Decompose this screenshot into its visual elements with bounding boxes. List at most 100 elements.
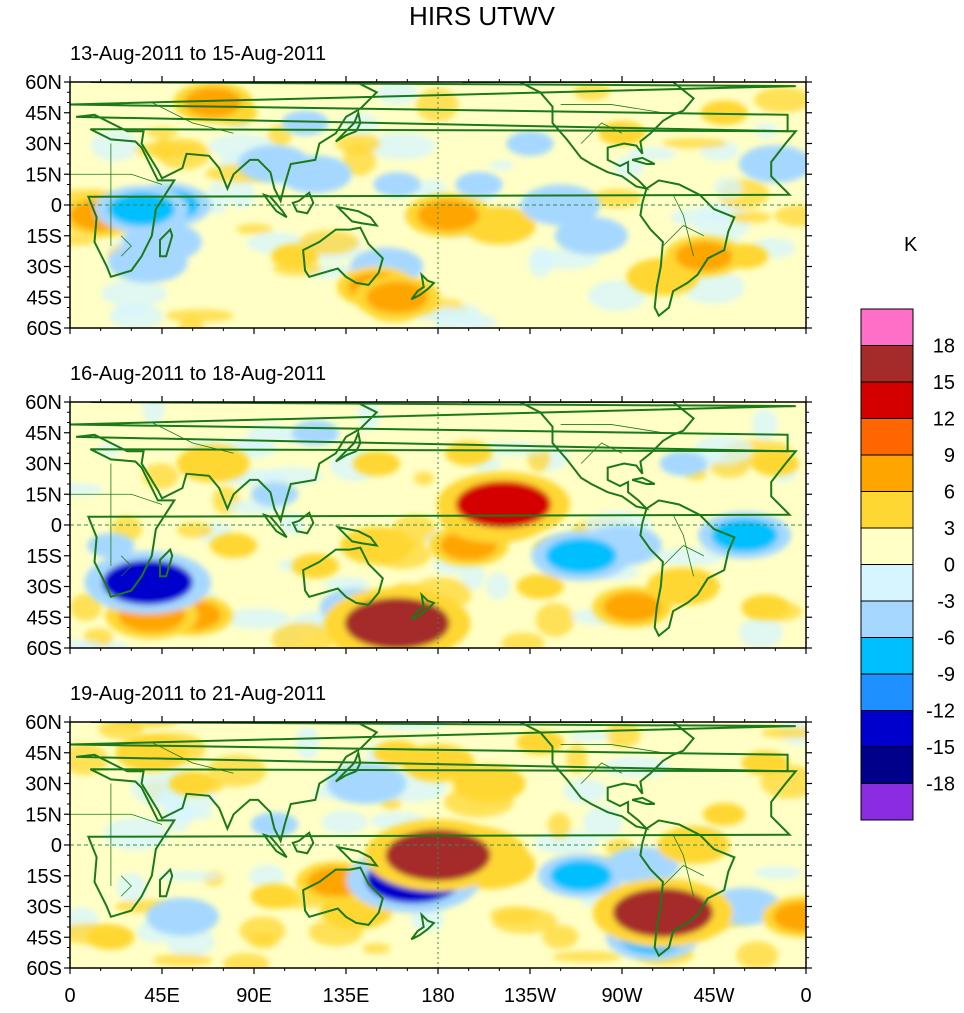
field-blob bbox=[335, 133, 381, 154]
figure-title: HIRS UTWV bbox=[409, 1, 555, 31]
field-blob bbox=[761, 726, 806, 739]
field-blob bbox=[362, 943, 391, 954]
country-borders bbox=[70, 422, 704, 577]
field-blob bbox=[152, 953, 213, 967]
field-blob bbox=[547, 812, 571, 840]
field-blob bbox=[569, 730, 610, 742]
y-tick-label: 15S bbox=[26, 226, 62, 248]
anomaly-map-panel-2: 60N 45N 30N 15N 0 15S 30S 45S 60S bbox=[25, 392, 812, 660]
coastline bbox=[86, 448, 798, 599]
country-border bbox=[70, 173, 163, 185]
country-border bbox=[151, 422, 234, 454]
anomaly-cell bbox=[455, 481, 552, 528]
field-blob bbox=[542, 924, 579, 949]
field-blob bbox=[227, 179, 256, 208]
coastline bbox=[291, 831, 315, 855]
country-border bbox=[662, 225, 704, 247]
coastline bbox=[302, 866, 384, 926]
y-tick-label: 30N bbox=[25, 134, 62, 156]
coastlines bbox=[70, 402, 798, 638]
anomaly-cell bbox=[506, 131, 554, 156]
anomaly-features bbox=[70, 82, 806, 320]
field-blob bbox=[670, 209, 704, 225]
anomaly-features bbox=[84, 420, 799, 648]
country-border bbox=[672, 834, 694, 897]
y-tick-label: 45N bbox=[25, 743, 62, 765]
field-blob bbox=[738, 617, 783, 648]
legend-label: -15 bbox=[926, 737, 955, 759]
field-blob bbox=[236, 441, 264, 453]
x-tick-label: 90W bbox=[601, 985, 642, 1007]
field-blob bbox=[206, 181, 228, 215]
y-tick-label: 60S bbox=[26, 958, 62, 980]
field-blob bbox=[415, 88, 459, 122]
legend-color-box bbox=[860, 783, 914, 821]
x-tick-label: 90E bbox=[236, 985, 272, 1007]
field-blob bbox=[116, 872, 147, 902]
anomaly-cell bbox=[366, 281, 428, 313]
legend-label: 9 bbox=[944, 445, 955, 467]
anomaly-cell bbox=[289, 160, 342, 188]
anomaly-cell bbox=[749, 150, 802, 178]
field-blob bbox=[90, 129, 139, 162]
coastline bbox=[291, 191, 315, 215]
field-blob bbox=[736, 941, 779, 968]
field-blob bbox=[368, 132, 436, 160]
legend-color-box bbox=[860, 345, 914, 383]
field-blob bbox=[605, 722, 641, 749]
field-blob bbox=[207, 754, 267, 787]
y-tick-label: 30N bbox=[25, 454, 62, 476]
y-tick-label: 30S bbox=[26, 577, 62, 599]
field-blob bbox=[142, 402, 165, 424]
anomaly-cell bbox=[187, 450, 240, 477]
field-blob bbox=[279, 512, 304, 535]
field-blob bbox=[236, 223, 273, 235]
country-border bbox=[560, 424, 663, 434]
y-tick-label: 60S bbox=[26, 318, 62, 340]
field-blob bbox=[239, 916, 286, 945]
legend-color-box bbox=[860, 308, 914, 346]
y-tick-label: 15S bbox=[26, 546, 62, 568]
y-tick-label: 30S bbox=[26, 897, 62, 919]
legend-label: -12 bbox=[926, 701, 955, 723]
anomaly-field bbox=[70, 82, 806, 328]
coastline bbox=[159, 227, 174, 258]
country-border bbox=[662, 865, 704, 887]
y-tick-label: 0 bbox=[51, 515, 62, 537]
field-blob bbox=[98, 722, 144, 740]
panel-title-2: 16-Aug-2011 to 18-Aug-2011 bbox=[70, 363, 327, 385]
field-blob bbox=[70, 743, 108, 775]
anomaly-cell bbox=[169, 771, 217, 796]
legend-color-box bbox=[860, 673, 914, 711]
anomaly-cell bbox=[603, 592, 661, 622]
anomaly-cell bbox=[209, 533, 258, 558]
coastline bbox=[335, 429, 362, 463]
field-blob bbox=[501, 632, 545, 648]
coastline bbox=[70, 402, 796, 524]
x-tick-label: 0 bbox=[800, 985, 811, 1007]
y-tick-label: 0 bbox=[51, 835, 62, 857]
field-blob bbox=[70, 593, 102, 621]
anomaly-cell bbox=[156, 903, 209, 931]
anomaly-cell bbox=[338, 768, 395, 799]
coastline bbox=[631, 796, 656, 805]
y-tick-label: 45S bbox=[26, 927, 62, 949]
anomaly-cell bbox=[291, 420, 339, 446]
coastline bbox=[334, 205, 379, 227]
coastline bbox=[334, 525, 379, 547]
anomaly-cell bbox=[271, 243, 319, 269]
field-blob bbox=[753, 866, 803, 880]
field-blob bbox=[321, 810, 368, 835]
anomaly-cell bbox=[102, 560, 193, 605]
field-blob bbox=[535, 603, 575, 637]
legend-unit-label: K bbox=[904, 234, 918, 256]
legend-color-box bbox=[860, 491, 914, 529]
legend-label: 12 bbox=[933, 409, 955, 431]
country-border bbox=[672, 514, 694, 577]
x-tick-label: 180 bbox=[421, 985, 454, 1007]
field-blob bbox=[485, 572, 511, 600]
field-blob bbox=[156, 870, 222, 882]
legend-color-box bbox=[860, 746, 914, 784]
coastline bbox=[462, 722, 696, 831]
y-tick-label: 60N bbox=[25, 392, 62, 414]
